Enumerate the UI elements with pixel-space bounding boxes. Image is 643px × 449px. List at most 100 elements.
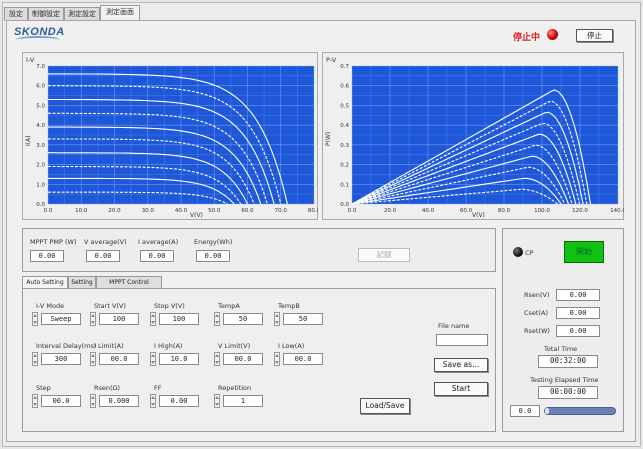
pv-ytick-label: 0.5 (340, 103, 349, 109)
setting-value-input[interactable]: 50 (283, 313, 323, 325)
setting-value-input[interactable]: 00.0 (99, 353, 139, 365)
iv-curve-4 (48, 112, 268, 205)
pv-curve-6 (351, 144, 573, 205)
setting-spinner[interactable] (214, 394, 220, 408)
iv-ytick-label: 7.0 (36, 64, 45, 70)
total-time-value: 00:32:00 (538, 355, 598, 368)
setting-spinner[interactable] (274, 352, 280, 366)
energy-label: Energy(Wh) (194, 238, 233, 246)
setting-value-input[interactable]: 00.0 (41, 395, 81, 407)
setting-label: Interval Delay(ms) (36, 342, 97, 350)
progress-bar (544, 407, 616, 415)
iv-xtick-label: 10.0 (75, 208, 88, 214)
setting-label: I Limit(A) (94, 342, 124, 350)
rsen-label: Rsen(V) (524, 291, 550, 299)
setting-spinner[interactable] (90, 394, 96, 408)
pv-ytick-label: 0.4 (340, 123, 349, 129)
iv-chart-title: I-V (26, 56, 35, 64)
start-button[interactable]: Start (434, 382, 488, 396)
setting-label: Rsen(Ω) (94, 384, 121, 392)
status-text: 停止中 (513, 33, 541, 43)
setting-value-input[interactable]: 300 (41, 353, 81, 365)
company-logo: SKONDA (14, 26, 65, 38)
tab-settings[interactable]: 設定 (4, 7, 28, 21)
setting-value-input[interactable]: 0.000 (99, 395, 139, 407)
setting-spinner[interactable] (32, 394, 38, 408)
setting-label: Step (36, 384, 51, 392)
energy-value: 0.00 (196, 250, 230, 262)
tab-control-settings[interactable]: 制御設定 (28, 7, 64, 21)
v-average-value: 0.00 (86, 250, 120, 262)
v-average-label: V average(V) (84, 238, 127, 246)
iv-chart-xlabel: V(V) (190, 212, 203, 219)
iv-xtick-label: 40.0 (175, 208, 188, 214)
setting-value-input[interactable]: 00.0 (283, 353, 323, 365)
total-time-label: Total Time (544, 345, 578, 353)
pv-xtick-label: 0.0 (348, 208, 357, 214)
setting-value-input[interactable]: 100 (99, 313, 139, 325)
tab-mppt-control[interactable]: MPPT Control (96, 276, 162, 288)
tab-measure-screen[interactable]: 測定画面 (100, 5, 140, 21)
iv-curve-2 (48, 85, 282, 205)
settings-tab-bar: Auto Setting Setting MPPT Control (22, 276, 496, 288)
setting-value-input[interactable]: Sweep (41, 313, 81, 325)
setting-label: TempA (218, 302, 240, 310)
pv-xtick-label: 40.0 (422, 208, 435, 214)
iv-curve-6 (48, 138, 255, 205)
pv-curve-4 (351, 122, 581, 205)
pv-curve-7 (351, 155, 570, 205)
setting-label: Start V(V) (94, 302, 126, 310)
save-as-button[interactable]: Save as... (434, 358, 488, 372)
iv-ytick-label: 4.0 (36, 123, 45, 129)
setting-spinner[interactable] (274, 312, 280, 326)
iv-ytick-label: 3.0 (36, 143, 45, 149)
i-average-label: I average(A) (138, 238, 179, 246)
pv-xtick-label: 120.0 (572, 208, 588, 214)
logo-swoosh (16, 36, 60, 44)
start-green-button[interactable]: 開始 (564, 241, 604, 263)
setting-value-input[interactable]: 0.00 (159, 395, 199, 407)
pv-chart: P-V P(W) V(V) 0.7 0.6 0.5 0.4 0.3 0.2 0.1 0.0 0… (325, 56, 624, 219)
setting-spinner[interactable] (150, 312, 156, 326)
iv-ytick-label: 6.0 (36, 84, 45, 90)
elapsed-time-value: 00:00:00 (538, 386, 598, 399)
setting-value-input[interactable]: 10.0 (159, 353, 199, 365)
iv-xtick-label: 60.0 (241, 208, 254, 214)
iv-xtick-label: 70.0 (275, 208, 288, 214)
iv-xtick-label: 0.0 (44, 208, 53, 214)
iv-curve-8 (48, 165, 242, 205)
setting-spinner[interactable] (32, 312, 38, 326)
setting-value-input[interactable]: 00.0 (223, 353, 263, 365)
pv-xtick-label: 20.0 (384, 208, 397, 214)
pv-curve-1 (351, 89, 592, 205)
setting-value-input[interactable]: 100 (159, 313, 199, 325)
setting-spinner[interactable] (150, 352, 156, 366)
elapsed-time-label: Testing Elapsed Time (530, 376, 599, 384)
tab-setting[interactable]: Setting (68, 276, 96, 288)
pv-chart-ylabel: P(W) (325, 132, 332, 146)
iv-curve-10 (48, 191, 228, 205)
setting-value-input[interactable]: 50 (223, 313, 263, 325)
setting-spinner[interactable] (90, 352, 96, 366)
pv-chart-xlabel: V(V) (472, 212, 485, 219)
pv-curve-8 (351, 166, 566, 205)
setting-value-input[interactable]: 1 (223, 395, 263, 407)
file-name-field[interactable] (436, 334, 488, 346)
stop-button[interactable]: 停止 (576, 29, 613, 42)
setting-spinner[interactable] (214, 352, 220, 366)
iv-xtick-label: 50.0 (208, 208, 221, 214)
tab-auto-setting[interactable]: Auto Setting (22, 276, 68, 288)
iv-curve-9 (48, 177, 235, 205)
pv-xtick-label: 60.0 (460, 208, 473, 214)
pv-xtick-label: 80.0 (498, 208, 511, 214)
setting-spinner[interactable] (90, 312, 96, 326)
pv-ytick-label: 0.6 (340, 84, 349, 90)
file-name-label: File name (438, 322, 470, 330)
iv-curve-1 (48, 73, 288, 205)
setting-spinner[interactable] (150, 394, 156, 408)
setting-spinner[interactable] (214, 312, 220, 326)
setting-spinner[interactable] (32, 352, 38, 366)
record-button-disabled[interactable]: 記録 (358, 248, 410, 262)
load-save-button[interactable]: Load/Save (360, 398, 410, 414)
tab-measure-settings[interactable]: 測定設定 (64, 7, 100, 21)
